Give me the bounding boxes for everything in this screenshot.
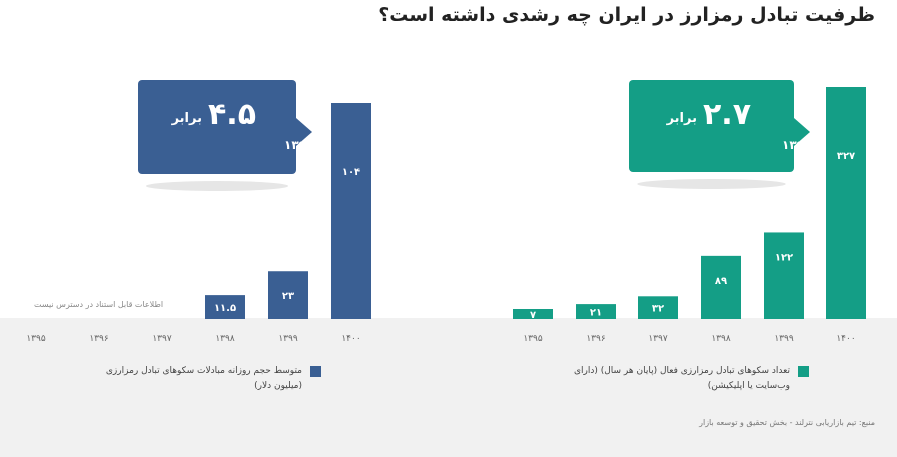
data-label-active-5: ۱۲۲ (775, 252, 793, 263)
tick-label-active-2: ۱۳۹۶ (586, 334, 606, 344)
legend-label-active-platforms: تعداد سکوهای تبادل رمزارزی فعال (پایان ه… (573, 366, 790, 391)
callout-value-active: ۲.۷ (703, 97, 751, 132)
data-label-active-6: ۳۲۷ (837, 151, 855, 162)
tick-label-volume-6: ۱۴۰۰ (341, 334, 360, 344)
bar-volume-4 (205, 295, 245, 319)
callout-unit-volume: برابر (171, 111, 202, 126)
callout-pointer-active (794, 118, 810, 146)
legend-swatch-blue (310, 366, 321, 377)
data-label-active-2: ۲۱ (590, 308, 602, 319)
bar-active-5 (764, 232, 804, 319)
legend-label-daily-volume: متوسط حجم روزانه مبادلات سکوهای تبادل رم… (105, 366, 302, 391)
callout-value-volume: ۴.۵ (208, 97, 256, 132)
bar-volume-5 (268, 271, 308, 319)
base-panel (0, 318, 897, 457)
callout-shadow-active (637, 179, 786, 189)
tick-label-volume-1: ۱۳۹۵ (26, 334, 46, 344)
bar-active-1 (513, 309, 553, 319)
data-label-volume-5: ۲۳ (282, 291, 294, 302)
not-available-note: اطلاعات قابل استناد در دسترس نیست (34, 300, 164, 309)
source-note: منبع: تیم بازاریابی نترلند - بخش تحقیق و… (699, 418, 875, 427)
legend-swatch-green (798, 366, 809, 377)
tick-label-volume-5: ۱۳۹۹ (278, 334, 298, 344)
data-label-active-4: ۸۹ (715, 276, 727, 287)
tick-label-active-6: ۱۴۰۰ (836, 334, 855, 344)
bar-active-2 (576, 304, 616, 319)
tick-label-active-5: ۱۳۹۹ (774, 334, 794, 344)
data-label-volume-6: ۱۰۴ (342, 167, 360, 178)
tick-label-active-3: ۱۳۹۷ (648, 334, 668, 344)
callout-box-volume (138, 80, 296, 174)
tick-label-active-4: ۱۳۹۸ (711, 334, 731, 344)
tick-label-active-1: ۱۳۹۵ (523, 334, 543, 344)
page-title: ظرفیت تبادل رمزارز در ایران چه رشدی داشت… (378, 4, 875, 26)
tick-label-volume-3: ۱۳۹۷ (152, 334, 172, 344)
callout-pointer-volume (296, 118, 312, 146)
bar-active-4 (701, 255, 741, 319)
callout-shadow-volume (145, 181, 289, 191)
callout-box-active (629, 80, 794, 172)
bar-active-6 (826, 87, 866, 319)
tick-label-volume-4: ۱۳۹۸ (215, 334, 235, 344)
bar-active-3 (638, 296, 678, 319)
tick-label-volume-2: ۱۳۹۶ (89, 334, 109, 344)
legend-active-platforms: تعداد سکوهای تبادل رمزارزی فعال (پایان ه… (569, 364, 809, 394)
data-label-volume-4: ۱۱.۵ (214, 303, 236, 314)
data-label-active-3: ۳۲ (652, 304, 664, 315)
data-label-active-1: ۷ (530, 310, 536, 321)
bar-volume-6 (331, 103, 371, 319)
callout-unit-active: برابر (666, 111, 697, 126)
legend-daily-volume: متوسط حجم روزانه مبادلات سکوهای تبادل رم… (81, 364, 321, 394)
